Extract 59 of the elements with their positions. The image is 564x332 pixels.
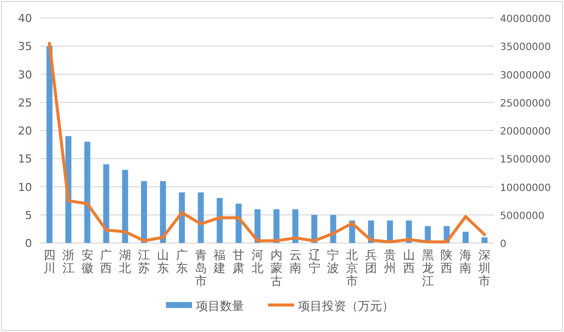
x-tick-label: 安徽 (81, 248, 94, 275)
bar (482, 237, 488, 243)
y-tick-label: 40 (18, 12, 32, 25)
x-tick-label: 山西 (402, 248, 415, 275)
y-tick-label: 20 (18, 124, 32, 138)
x-tick-label: 深圳市 (478, 248, 491, 288)
y2-tick-label: 5000000 (500, 210, 545, 222)
y2-tick-label: 35000000 (500, 42, 551, 54)
x-tick-label: 甘肃 (232, 248, 245, 275)
x-tick-label: 江苏 (138, 248, 150, 275)
y2-tick-label: 0 (500, 239, 506, 250)
x-tick-label: 广西 (100, 248, 112, 275)
x-tick-label: 福建 (212, 248, 226, 275)
y-tick-label: 0 (25, 237, 32, 250)
bar (103, 164, 110, 243)
x-tick-label: 河北 (252, 248, 264, 275)
bar (292, 209, 298, 243)
x-tick-label: 北京市 (346, 248, 358, 288)
y2-tick-label: 15000000 (500, 154, 551, 166)
x-tick-label: 陕西 (440, 248, 453, 275)
bar (462, 232, 469, 243)
bar (273, 209, 280, 243)
x-tick-label: 海南 (460, 248, 472, 275)
bar (198, 192, 204, 243)
y-tick-label: 10 (18, 180, 32, 194)
y-tick-label: 15 (18, 152, 32, 166)
bar (216, 198, 223, 243)
x-tick-label: 兵团 (365, 248, 378, 275)
y2-tick-label: 20000000 (500, 126, 551, 138)
y-tick-label: 5 (25, 208, 32, 222)
bar (160, 181, 166, 243)
x-tick-label: 浙江 (62, 248, 74, 275)
x-tick-label: 广东 (176, 248, 188, 275)
y-tick-label: 35 (18, 40, 32, 54)
bar (178, 192, 185, 243)
x-tick-label: 宁波 (327, 248, 340, 275)
y2-tick-label: 30000000 (500, 70, 551, 82)
legend-label: 项目投资（万元） (298, 299, 394, 313)
bar (46, 46, 52, 243)
y-tick-label: 30 (18, 68, 32, 82)
x-tick-label: 四川 (43, 248, 56, 275)
x-tick-label: 辽宁 (308, 248, 320, 275)
x-tick-label: 内蒙古 (270, 248, 282, 288)
line-series (48, 42, 486, 244)
x-tick-label: 贵州 (384, 248, 396, 275)
y2-tick-label: 40000000 (500, 14, 551, 25)
x-tick-label: 湖北 (119, 248, 132, 275)
y-tick-label: 25 (18, 96, 32, 110)
bar (141, 181, 148, 243)
y2-tick-label: 10000000 (500, 182, 551, 194)
bar (84, 142, 90, 243)
x-tick-label: 青岛市 (194, 248, 207, 288)
y2-tick-label: 25000000 (500, 98, 551, 110)
x-tick-label: 山东 (156, 248, 169, 275)
bar (122, 170, 128, 243)
bar (236, 204, 242, 243)
x-tick-label: 黑龙江 (422, 248, 434, 288)
x-tick-label: 云南 (289, 248, 302, 275)
legend-label: 项目数量 (196, 299, 244, 313)
